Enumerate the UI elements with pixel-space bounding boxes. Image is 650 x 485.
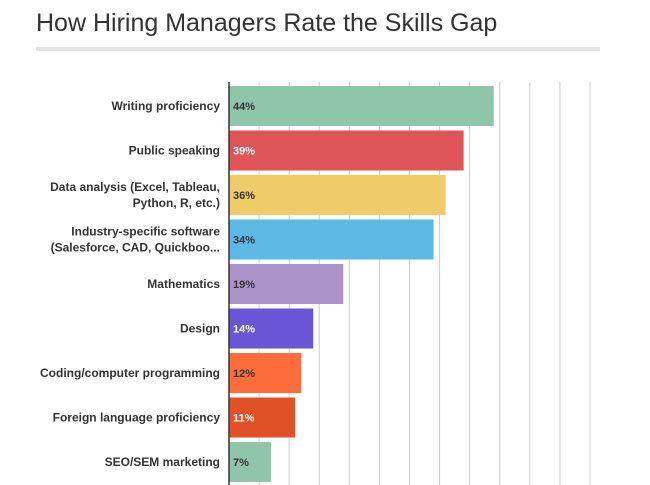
bar-value-label: 34%	[233, 235, 255, 247]
bar	[229, 86, 494, 126]
bar-value-label: 39%	[233, 146, 255, 158]
category-label: Writing proficiency	[112, 99, 221, 113]
category-label: Industry-specific software (Salesforce, C…	[51, 225, 221, 255]
bar-value-label: 11%	[233, 413, 255, 425]
chart-title: How Hiring Managers Rate the Skills Gap	[36, 9, 498, 37]
bar	[229, 264, 344, 304]
bar-value-label: 36%	[233, 190, 255, 202]
bar	[229, 130, 464, 171]
bar	[229, 442, 272, 482]
category-label: Coding/computer programming	[40, 366, 220, 380]
bar-value-label: 14%	[233, 324, 255, 336]
bar-value-label: 19%	[233, 279, 255, 291]
title-divider	[36, 47, 600, 51]
category-label: Public speaking	[129, 144, 220, 158]
category-label: Mathematics	[147, 277, 220, 291]
bar	[229, 219, 434, 260]
bars: 44% 39% 36% 34% 19% 14% 12% 11% 7%	[229, 86, 494, 482]
category-label: Foreign language proficiency	[53, 411, 221, 425]
bar-value-label: 12%	[233, 368, 255, 380]
bar	[229, 397, 296, 438]
bar	[229, 175, 446, 215]
bar-value-label: 44%	[233, 101, 255, 113]
bar-value-label: 7%	[233, 457, 249, 469]
category-labels: Writing proficiency Public speaking Data a…	[40, 99, 220, 469]
bar	[229, 353, 302, 393]
category-label: SEO/SEM marketing	[105, 455, 220, 469]
category-label: Design	[180, 322, 220, 336]
bar	[229, 308, 314, 349]
category-label: Data analysis (Excel, Tableau, Python, R,…	[50, 180, 220, 210]
